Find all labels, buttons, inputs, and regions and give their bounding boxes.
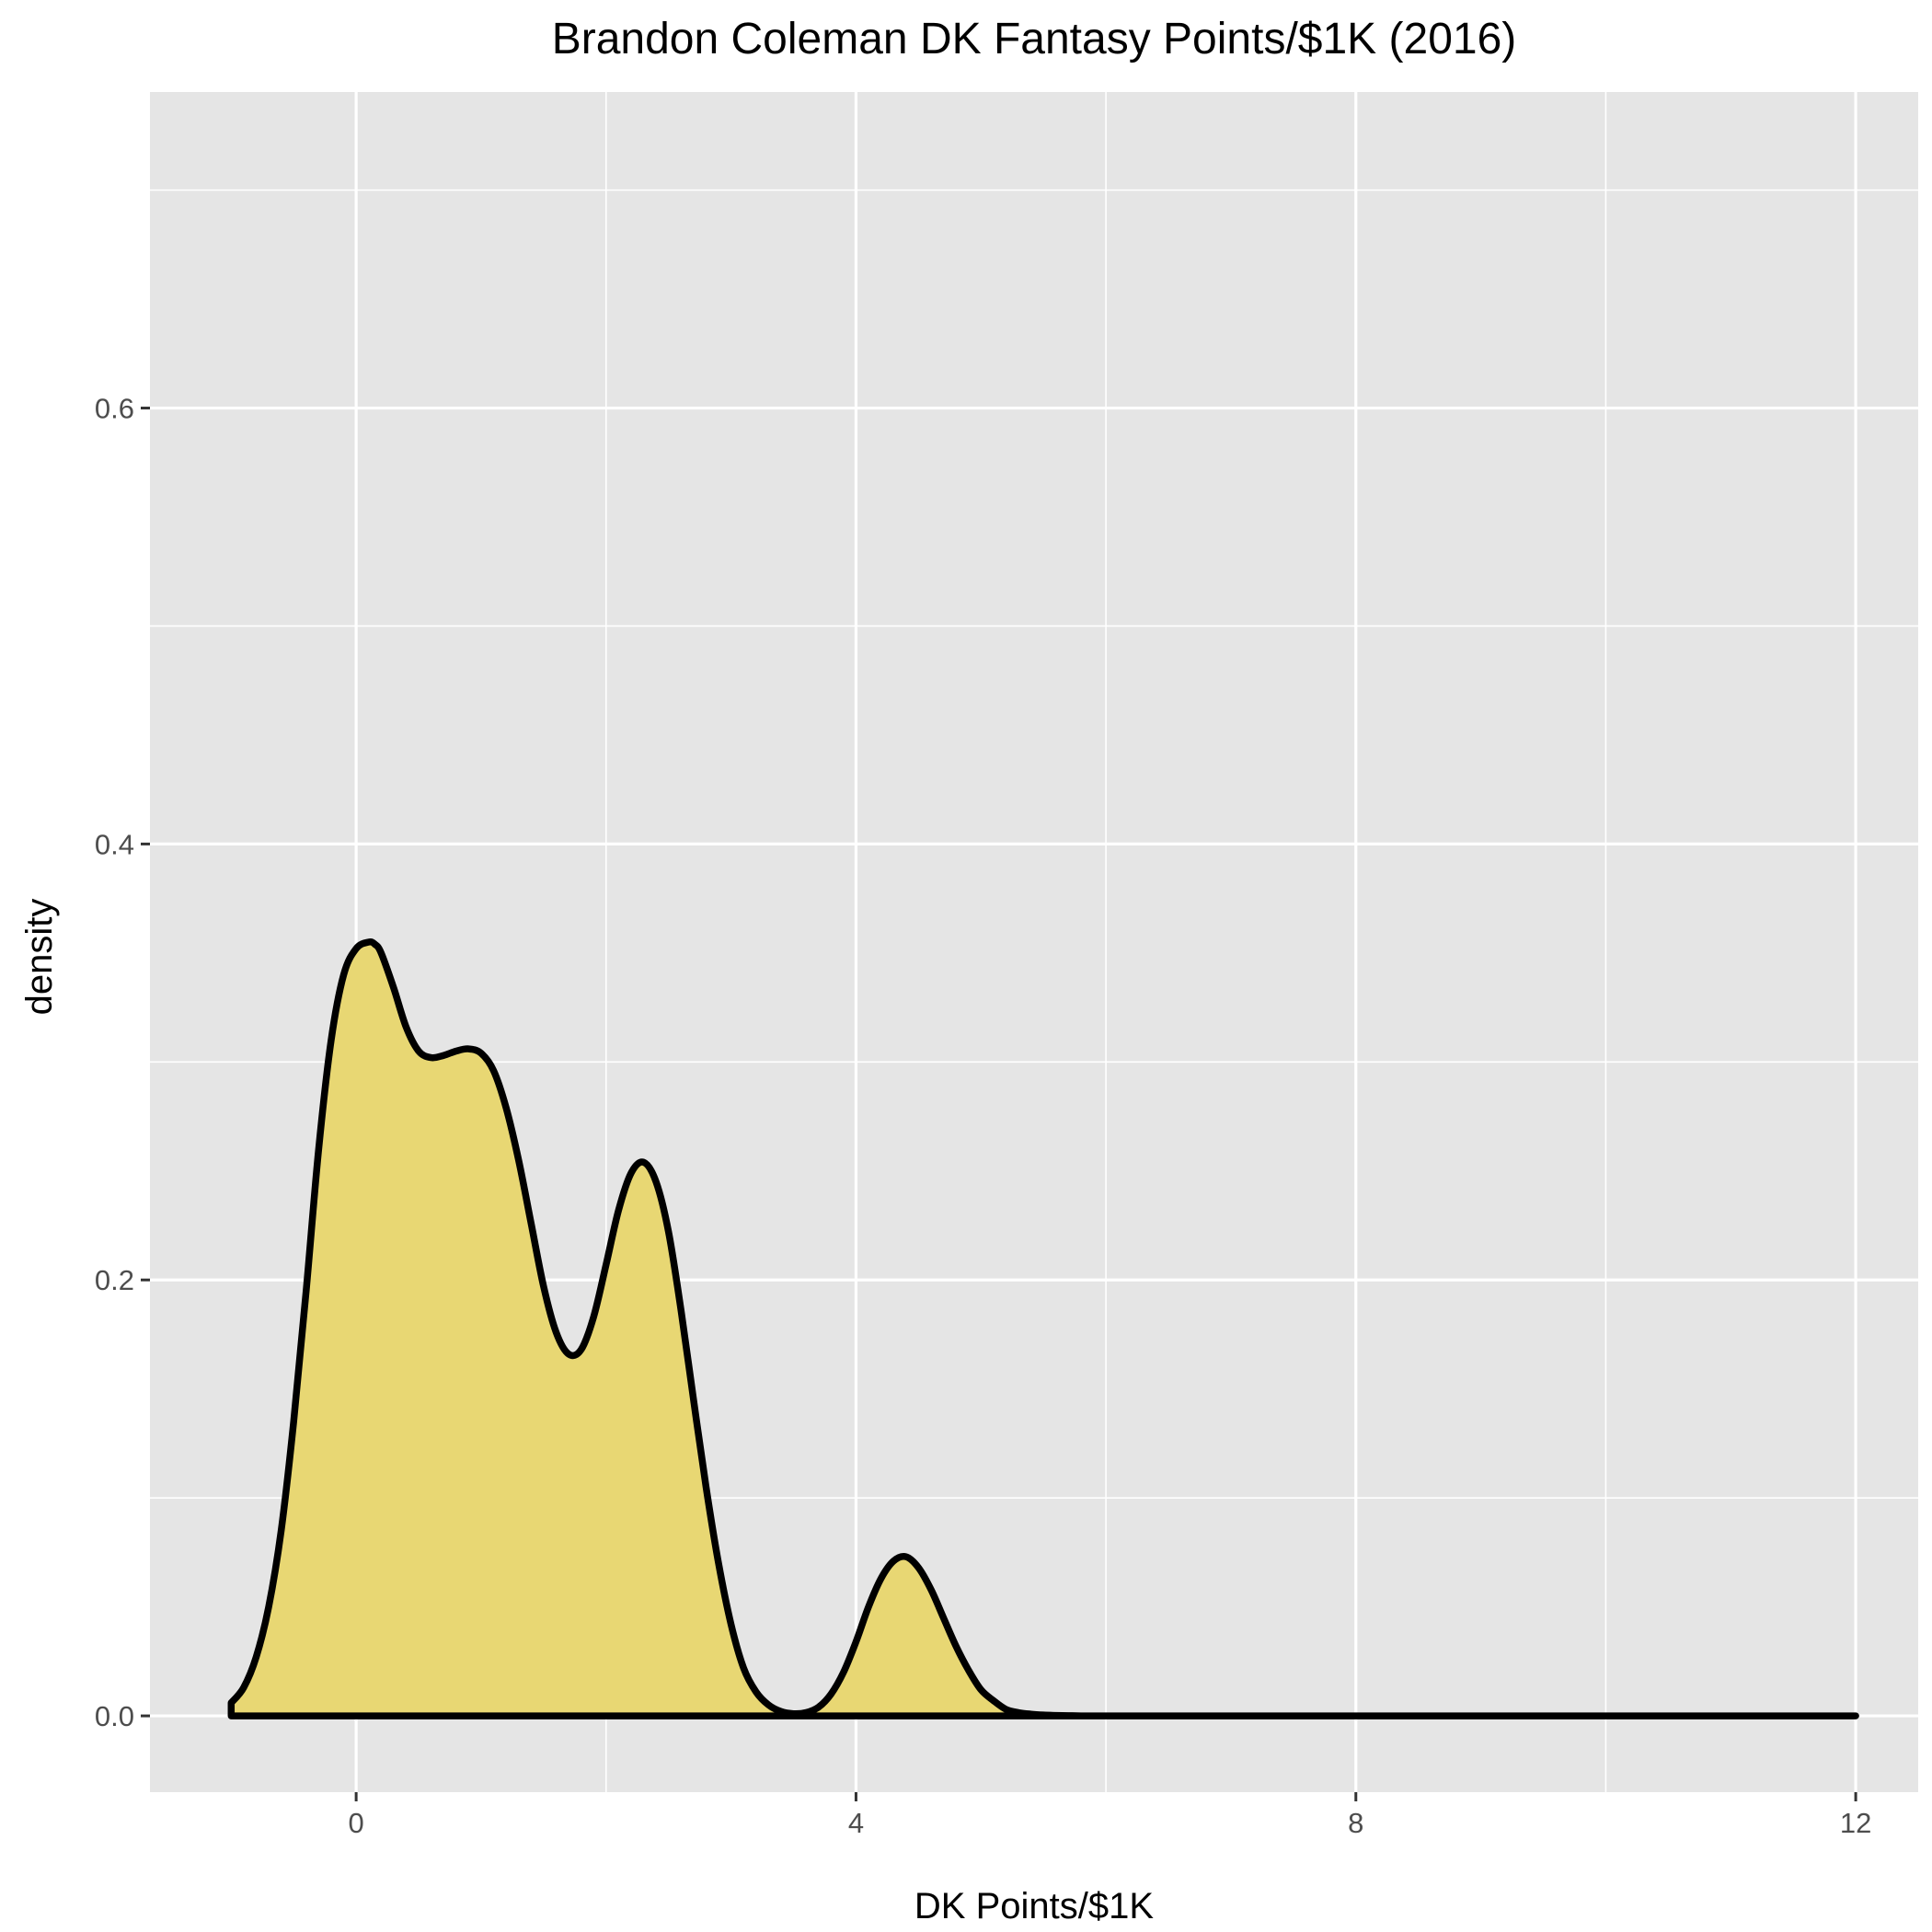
density-line — [227, 938, 1859, 1719]
x-axis: 0 4 8 12 — [348, 1792, 1871, 1839]
x-tick-label: 12 — [1840, 1807, 1871, 1839]
y-axis: 0.0 0.2 0.4 0.6 — [95, 393, 150, 1732]
x-tick-label: 4 — [848, 1807, 864, 1839]
y-tick-label: 0.4 — [95, 828, 134, 860]
x-tick-label: 8 — [1348, 1807, 1363, 1839]
y-tick-label: 0.2 — [95, 1264, 134, 1296]
y-axis-title: density — [19, 899, 60, 1016]
x-axis-title: DK Points/$1K — [914, 1886, 1154, 1926]
x-tick-label: 0 — [348, 1807, 363, 1839]
y-tick-label: 0.0 — [95, 1700, 134, 1732]
y-tick-label: 0.6 — [95, 393, 134, 425]
density-area — [231, 941, 1857, 1717]
chart-title: Brandon Coleman DK Fantasy Points/$1K (2… — [552, 15, 1517, 63]
